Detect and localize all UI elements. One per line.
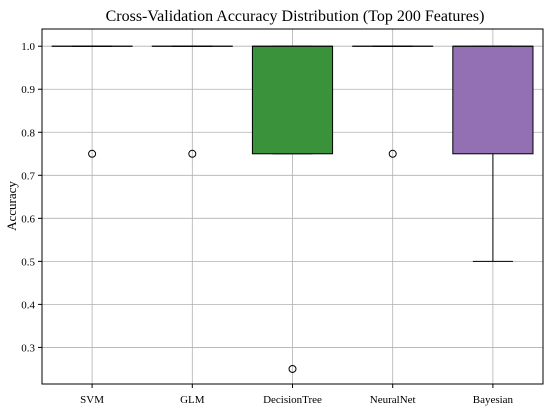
x-tick-label: NeuralNet bbox=[370, 394, 416, 406]
outlier-point bbox=[288, 364, 297, 373]
y-axis-label: Accuracy bbox=[4, 181, 19, 231]
x-tick-label: GLM bbox=[180, 394, 205, 406]
y-tick-label: 1.0 bbox=[21, 41, 35, 53]
y-tick-label: 0.8 bbox=[21, 127, 35, 139]
y-tick-label: 0.3 bbox=[21, 342, 35, 354]
outlier-point bbox=[188, 149, 197, 158]
y-tick-label: 0.5 bbox=[21, 256, 35, 268]
box-body bbox=[251, 45, 334, 155]
x-tick-label: DecisionTree bbox=[263, 394, 322, 406]
box-body bbox=[452, 45, 534, 155]
box-group-svm bbox=[51, 45, 133, 158]
box-group-decisiontree bbox=[251, 45, 334, 373]
box-group-neuralnet bbox=[352, 45, 434, 158]
outlier-point bbox=[88, 149, 97, 158]
box-group-bayesian bbox=[452, 45, 534, 262]
y-tick-label: 0.7 bbox=[21, 170, 35, 182]
box-layer bbox=[51, 45, 534, 373]
tick-layer: 0.3 0.4 0.5 0.6 0.7 0.8 0.9 1.0 SVM GLM DecisionTr… bbox=[21, 41, 513, 406]
chart-title: Cross-Validation Accuracy Distribution (… bbox=[106, 8, 485, 25]
y-tick-label: 0.4 bbox=[21, 299, 35, 311]
x-tick-label: SVM bbox=[80, 394, 104, 406]
x-tick-label: Bayesian bbox=[473, 394, 514, 406]
y-tick-label: 0.9 bbox=[21, 84, 35, 96]
box-group-glm bbox=[151, 45, 233, 158]
y-tick-label: 0.6 bbox=[21, 213, 35, 225]
outlier-point bbox=[388, 149, 397, 158]
